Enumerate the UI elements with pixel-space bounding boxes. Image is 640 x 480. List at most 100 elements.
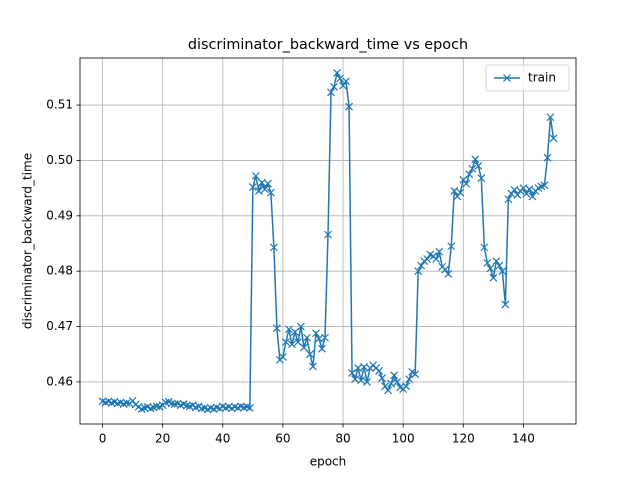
data-point xyxy=(492,257,501,266)
data-point xyxy=(468,164,477,173)
data-point xyxy=(300,343,308,352)
y-tick-label: 0.49 xyxy=(46,208,73,222)
data-point xyxy=(471,155,480,164)
x-axis-label: epoch xyxy=(310,455,347,469)
data-point xyxy=(321,333,329,342)
data-point xyxy=(393,377,402,386)
data-point xyxy=(435,247,444,256)
y-tick-label: 0.47 xyxy=(46,319,73,333)
data-point xyxy=(263,179,272,188)
data-point xyxy=(272,324,281,333)
data-point xyxy=(197,404,206,413)
data-point xyxy=(447,242,456,251)
data-point xyxy=(375,366,384,375)
data-point xyxy=(281,338,290,346)
data-point xyxy=(450,186,459,195)
data-point xyxy=(528,192,537,201)
data-point xyxy=(245,404,254,412)
data-point xyxy=(483,258,492,267)
data-point xyxy=(525,185,534,194)
data-point xyxy=(152,402,161,411)
legend-marker xyxy=(503,74,511,82)
x-tick-label: 60 xyxy=(275,432,290,446)
data-point xyxy=(266,188,275,197)
data-point xyxy=(384,386,393,395)
x-tick-label: 120 xyxy=(452,432,475,446)
legend-box xyxy=(485,64,570,92)
data-point xyxy=(278,353,287,361)
data-point xyxy=(432,255,441,263)
data-point xyxy=(333,69,341,77)
data-point xyxy=(543,153,552,162)
data-point xyxy=(549,134,558,143)
data-point xyxy=(257,178,266,187)
data-point xyxy=(441,265,450,274)
data-point xyxy=(357,376,365,385)
data-point xyxy=(315,334,323,343)
data-point xyxy=(381,382,390,391)
data-point xyxy=(387,379,396,388)
data-point xyxy=(312,329,320,338)
data-point xyxy=(309,362,317,371)
data-point xyxy=(342,77,350,86)
data-point xyxy=(363,377,372,386)
data-point xyxy=(248,183,257,191)
data-point xyxy=(318,344,326,353)
data-point xyxy=(540,181,549,190)
data-point xyxy=(288,340,296,349)
data-point xyxy=(327,88,335,97)
data-point xyxy=(522,189,531,198)
y-tick-label: 0.46 xyxy=(46,374,73,388)
chart-title: discriminator_backward_time vs epoch xyxy=(188,37,468,53)
y-axis-label: discriminator_backward_time xyxy=(21,153,35,329)
data-point xyxy=(297,322,305,331)
data-point xyxy=(122,399,131,407)
data-point xyxy=(339,81,347,90)
data-point xyxy=(336,74,344,83)
data-point xyxy=(260,185,269,194)
data-point xyxy=(495,261,504,270)
data-point xyxy=(269,243,278,252)
data-point xyxy=(128,396,137,405)
data-point xyxy=(456,188,465,197)
data-point xyxy=(306,350,314,359)
data-point xyxy=(486,264,495,273)
data-point xyxy=(411,370,420,379)
data-point xyxy=(477,174,486,183)
data-point xyxy=(513,190,522,199)
data-point xyxy=(462,179,471,188)
y-tick-label: 0.50 xyxy=(46,153,73,167)
x-tick-label: 0 xyxy=(99,432,107,446)
y-tick-label: 0.51 xyxy=(46,98,73,112)
data-point xyxy=(465,170,474,179)
data-point xyxy=(345,102,353,111)
data-point xyxy=(474,162,483,170)
data-point xyxy=(254,186,263,195)
data-point xyxy=(444,270,453,278)
data-point xyxy=(378,374,387,382)
data-point xyxy=(417,261,426,270)
y-tick-label: 0.48 xyxy=(46,264,73,278)
data-point xyxy=(519,184,528,193)
data-point xyxy=(507,189,516,198)
x-tick-label: 80 xyxy=(335,432,350,446)
data-point xyxy=(284,325,293,334)
data-point xyxy=(501,300,510,309)
data-point xyxy=(251,172,260,180)
data-point xyxy=(453,192,462,201)
data-point xyxy=(402,382,411,391)
data-point xyxy=(303,333,311,342)
data-point xyxy=(348,369,356,377)
data-point xyxy=(390,371,399,380)
data-point xyxy=(510,185,519,194)
data-point xyxy=(351,375,359,384)
data-point xyxy=(480,243,489,252)
data-point xyxy=(170,400,179,408)
plot-frame xyxy=(79,57,577,425)
data-point xyxy=(167,399,176,408)
data-point xyxy=(498,267,507,276)
data-point xyxy=(405,375,414,384)
data-point xyxy=(330,82,338,91)
x-tick-label: 20 xyxy=(155,432,170,446)
